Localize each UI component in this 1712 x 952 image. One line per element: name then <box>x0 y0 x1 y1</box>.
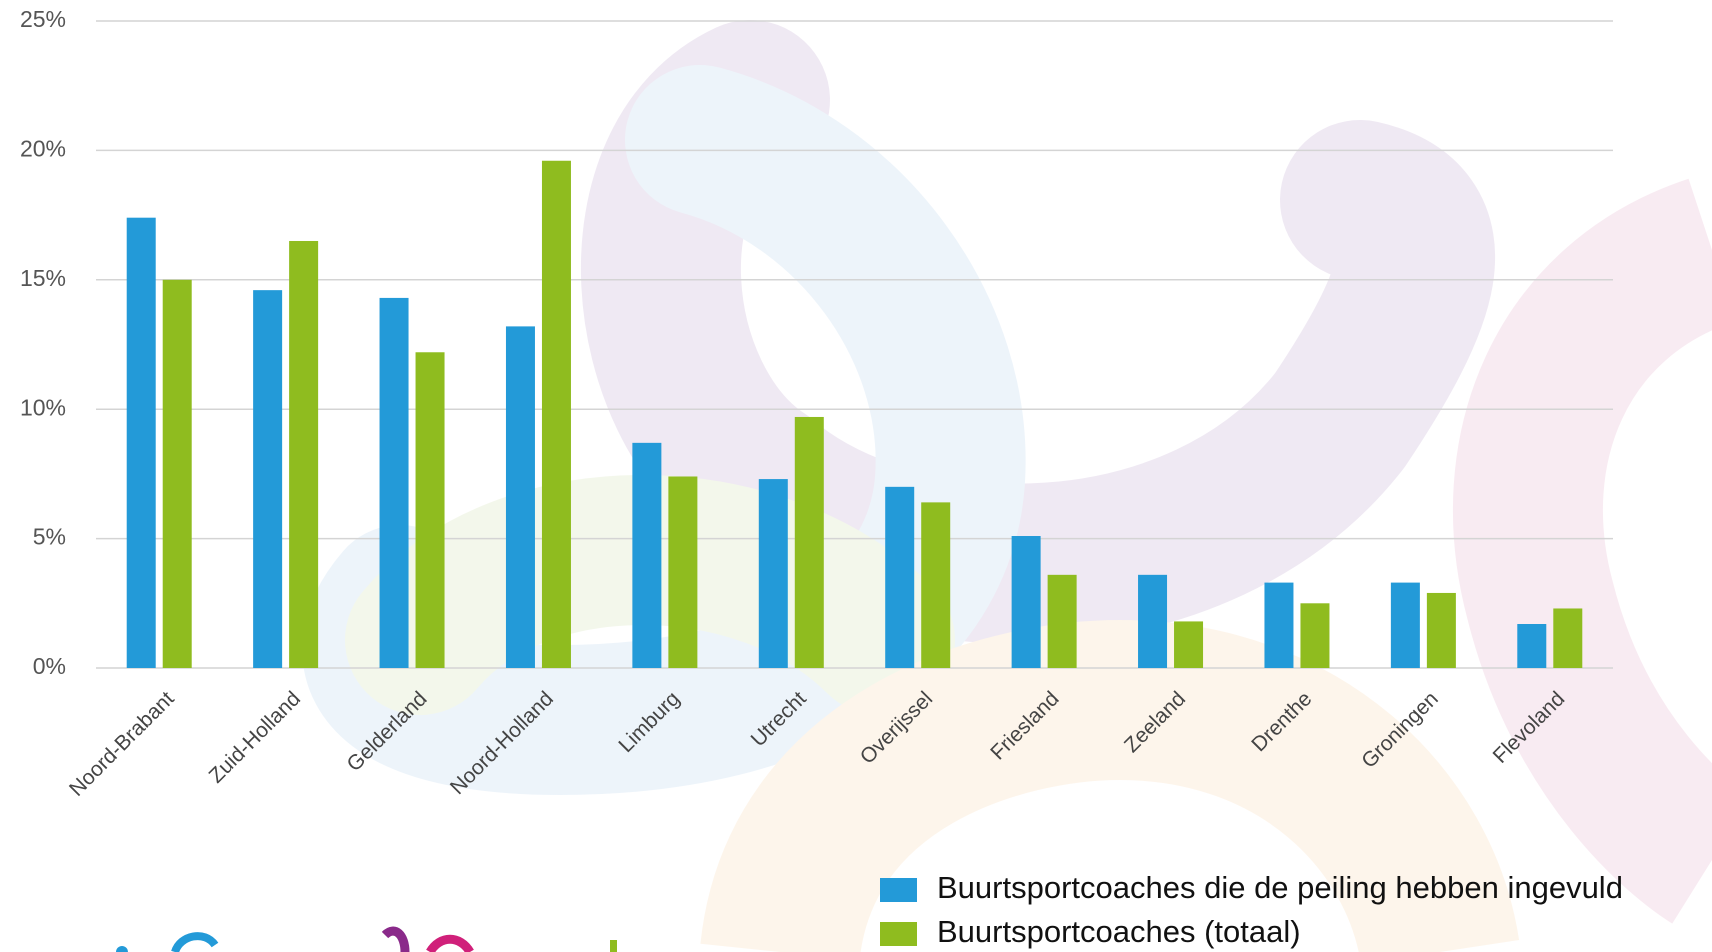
bar <box>1517 624 1547 668</box>
legend-swatch <box>880 878 917 902</box>
bar <box>162 279 192 668</box>
bar <box>632 442 662 668</box>
bar <box>1011 536 1041 668</box>
bar <box>668 476 698 668</box>
bar <box>289 240 319 669</box>
x-tick-label: Zuid-Holland <box>205 687 305 787</box>
bar <box>1138 574 1168 668</box>
background-decoration <box>302 20 1712 952</box>
legend-label: Buurtsportcoaches (totaal) <box>937 914 1301 949</box>
legend-swatch <box>880 922 917 946</box>
logo <box>116 926 617 952</box>
bar <box>885 486 915 668</box>
bar <box>126 217 156 669</box>
bar <box>921 502 951 668</box>
x-tick-label: Noord-Brabant <box>65 687 179 801</box>
y-tick-label: 0% <box>33 653 66 679</box>
legend-label: Buurtsportcoaches die de peiling hebben … <box>937 870 1623 905</box>
bar <box>415 352 445 668</box>
y-tick-label: 15% <box>20 265 66 291</box>
bar <box>794 416 824 668</box>
bar <box>379 297 409 668</box>
bar <box>1300 603 1330 668</box>
bar <box>505 326 535 668</box>
bar <box>253 290 283 668</box>
bar <box>1390 582 1420 668</box>
y-tick-label: 25% <box>20 6 66 32</box>
bar <box>1264 582 1294 668</box>
bar <box>1174 621 1204 668</box>
bar <box>758 479 788 668</box>
y-tick-label: 10% <box>20 394 66 420</box>
bar <box>541 160 571 668</box>
y-tick-label: 20% <box>20 135 66 161</box>
bar <box>1047 574 1077 668</box>
bar <box>1553 608 1583 668</box>
bar <box>1426 592 1456 668</box>
y-tick-label: 5% <box>33 524 66 550</box>
